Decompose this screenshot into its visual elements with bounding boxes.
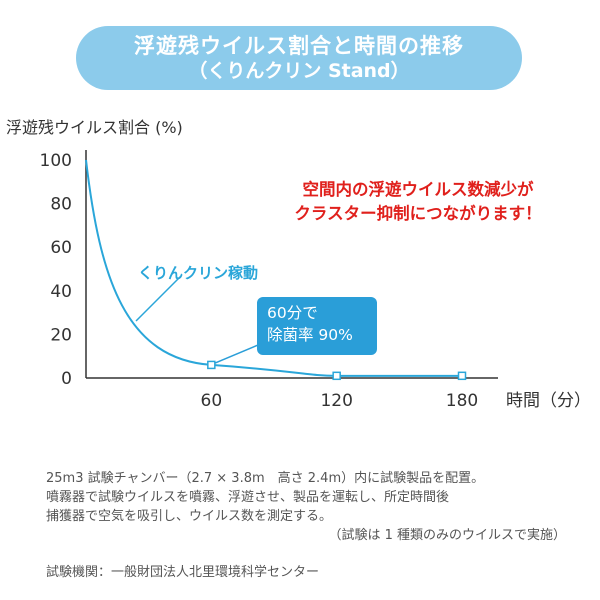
data-point-180 bbox=[457, 371, 467, 381]
x-tick-label-120: 120 bbox=[320, 391, 352, 411]
series-label: くりんクリン稼動 bbox=[138, 264, 259, 282]
chart-subtitle: （くりんクリン Stand） bbox=[188, 60, 410, 82]
x-tick-label-60: 60 bbox=[201, 391, 223, 411]
x-axis-label: 時間（分） bbox=[506, 391, 591, 411]
x-tick-label-180: 180 bbox=[446, 391, 478, 411]
series-label-leader bbox=[135, 275, 182, 322]
data-point-120 bbox=[332, 371, 341, 381]
y-axis-label: 浮遊残ウイルス割合 (%) bbox=[6, 118, 183, 137]
note-line-3: 捕獲器で空気を吸引し、ウイルス数を測定する。 bbox=[46, 509, 333, 524]
y-tick-label-20: 20 bbox=[50, 325, 72, 345]
y-tick-label-60: 60 bbox=[50, 238, 72, 258]
note-line-1: 25m3 試験チャンバー（2.7 × 3.8m 高さ 2.4m）内に試験製品を配… bbox=[46, 471, 485, 486]
testing-organization: 試験機関：一般財団法人北里環境科学センター bbox=[46, 565, 320, 580]
key-message-line-2: クラスター抑制につながります！ bbox=[294, 204, 542, 223]
title-banner: 浮遊残ウイルス割合と時間の推移 （くりんクリン Stand） bbox=[76, 26, 522, 90]
key-message: 空間内の浮遊ウイルス数減少が クラスター抑制につながります！ bbox=[258, 178, 578, 226]
key-message-line-1: 空間内の浮遊ウイルス数減少が bbox=[302, 180, 534, 199]
result-bubble-line-2: 除菌率 90% bbox=[267, 326, 353, 344]
test-notes: 25m3 試験チャンバー（2.7 × 3.8m 高さ 2.4m）内に試験製品を配… bbox=[46, 469, 586, 582]
y-tick-label-100: 100 bbox=[40, 151, 72, 171]
y-tick-label-80: 80 bbox=[50, 195, 72, 215]
y-tick-label-40: 40 bbox=[50, 282, 72, 302]
series-line bbox=[85, 159, 462, 377]
data-point-60 bbox=[207, 360, 216, 370]
result-bubble-line-1: 60分で bbox=[267, 304, 318, 322]
note-line-4: （試験は 1 種類のみのウイルスで実施） bbox=[328, 528, 566, 543]
note-line-2: 噴霧器で試験ウイルスを噴霧、浮遊させ、製品を運転し、所定時間後 bbox=[46, 490, 450, 505]
y-tick-label-0: 0 bbox=[61, 369, 72, 389]
result-bubble: 60分で 除菌率 90% bbox=[257, 297, 377, 355]
chart-title: 浮遊残ウイルス割合と時間の推移 bbox=[134, 34, 464, 58]
